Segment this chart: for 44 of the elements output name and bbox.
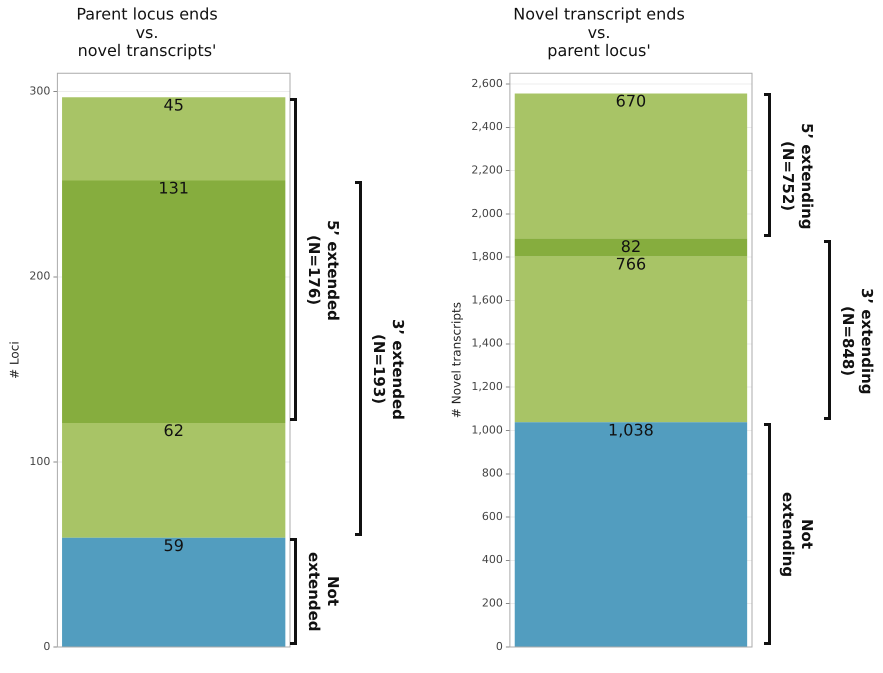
y-tick-label: 2,000 [471, 206, 503, 220]
data-label: 82 [620, 236, 642, 256]
bar [514, 94, 748, 239]
data-label: 59 [164, 536, 184, 555]
bar [514, 238, 748, 256]
chart-title: Parent locus ends vs. novel transcripts' [76, 4, 218, 60]
text: Not extended [304, 552, 342, 632]
data-label: 670 [616, 92, 646, 111]
data-label: 766 [616, 254, 646, 274]
data-label: 45 [164, 95, 184, 114]
y-tick-label: 2,600 [471, 76, 503, 90]
y-tick-label: 2,400 [471, 120, 503, 134]
chart-title: Novel transcript ends vs. parent locus' [513, 4, 685, 60]
y-axis-title: # Novel transcripts [449, 302, 464, 418]
data-label: 62 [164, 421, 184, 440]
y-tick-label: 200 [482, 596, 503, 610]
y-tick-label: 600 [482, 510, 503, 523]
y-tick-label: 200 [29, 270, 50, 283]
bar [514, 256, 748, 422]
y-tick-label: 1,600 [471, 293, 503, 306]
data-label: 131 [158, 178, 189, 198]
y-tick-label: 800 [482, 466, 503, 480]
y-axis-title: # Loci [7, 341, 22, 379]
text: 5’ extending (N=752) [778, 122, 816, 230]
bar [62, 97, 286, 181]
y-tick-label: 2,200 [471, 163, 503, 176]
bar [62, 180, 286, 424]
bar [62, 423, 286, 538]
y-tick-label: 300 [29, 84, 50, 98]
data-label: 1,038 [608, 420, 654, 440]
y-tick-label: 1,000 [471, 423, 503, 436]
y-tick-label: 1,400 [471, 336, 503, 350]
y-tick-label: 1,200 [471, 380, 503, 394]
y-tick-label: 0 [496, 640, 503, 653]
y-tick-label: 1,800 [471, 250, 503, 264]
y-tick-label: 0 [43, 640, 50, 653]
text: 3’ extending (N=848) [838, 288, 876, 394]
y-tick-label: 400 [482, 553, 503, 566]
bar [62, 538, 286, 646]
text: 3’ extended (N=193) [369, 318, 407, 420]
y-tick-label: 100 [29, 454, 50, 468]
text: Not extending [778, 492, 816, 577]
text: 5’ extended (N=176) [304, 220, 342, 320]
bar [514, 422, 748, 646]
